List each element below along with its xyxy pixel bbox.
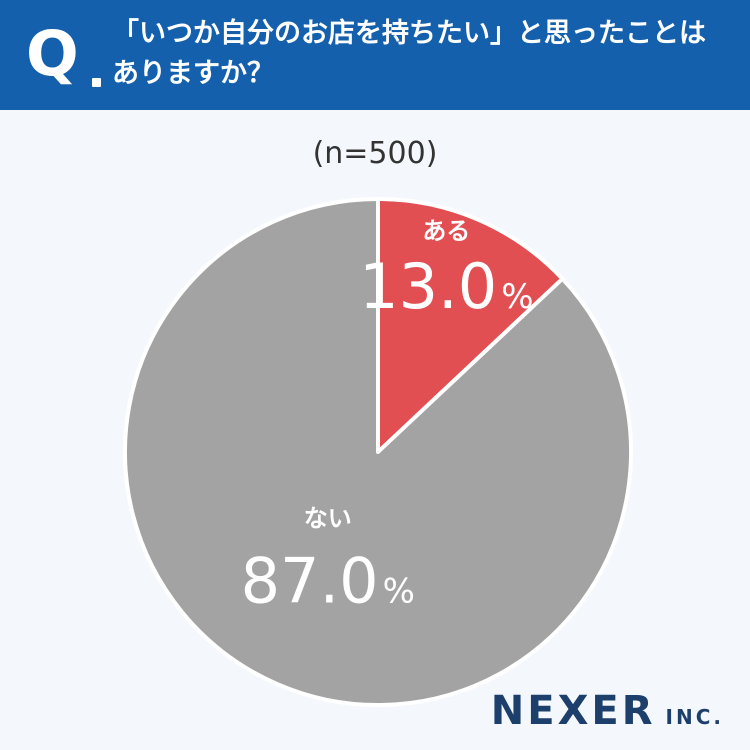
logo-suffix: INC.: [665, 705, 724, 729]
question-header: Q 「いつか自分のお店を持ちたい」と思ったことは ありますか？: [0, 0, 750, 110]
question-line-1: 「いつか自分のお店を持ちたい」と思ったことは: [112, 18, 706, 49]
sample-size-label: (n=500): [312, 136, 438, 171]
q-mark: Q: [26, 17, 79, 90]
pie-slice-no: [123, 197, 633, 707]
logo-name: NEXER: [490, 688, 656, 734]
question-line-2: ありますか？: [112, 58, 274, 89]
slice-label-no: ない 87.0%: [241, 505, 415, 618]
question-text: 「いつか自分のお店を持ちたい」と思ったことは ありますか？: [112, 14, 732, 94]
slice-category-label: ない: [304, 505, 352, 533]
q-dot: [92, 78, 101, 87]
slice-label-yes: ある 13.0%: [359, 217, 533, 323]
slice-category-label: ある: [422, 217, 470, 245]
pie-slice-yes: [376, 197, 565, 454]
nexer-logo: NEXER INC.: [491, 688, 724, 734]
slice-value-label: 87.0%: [241, 545, 415, 618]
slice-value-label: 13.0%: [359, 250, 533, 323]
